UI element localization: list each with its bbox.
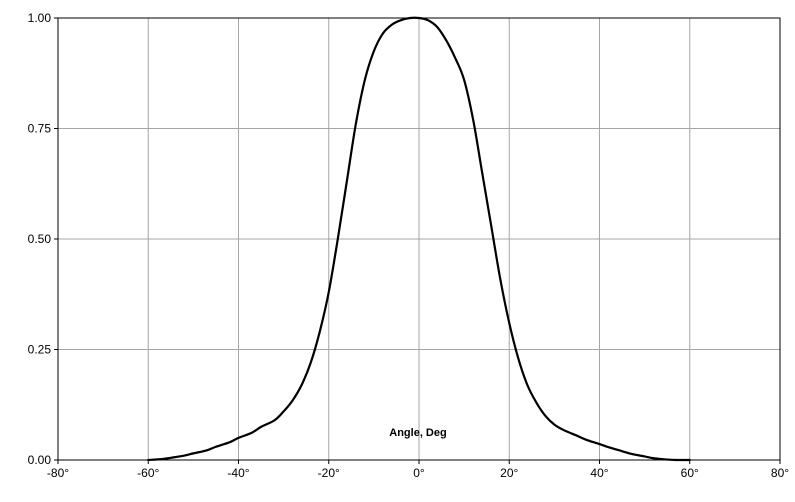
x-tick-label: -20°	[318, 466, 340, 480]
x-tick-label: 20°	[500, 466, 518, 480]
y-tick-label: 1.00	[28, 11, 52, 25]
x-tick-label: 80°	[771, 466, 789, 480]
y-tick-label: 0.75	[28, 122, 52, 136]
y-axis: 0.00 0.25 0.50 0.75 1.00	[28, 11, 58, 467]
grid-lines	[58, 18, 780, 460]
x-tick-label: 0°	[413, 466, 425, 480]
x-axis-label: Angle, Deg	[389, 427, 446, 439]
series-line	[147, 16, 691, 462]
x-axis: -80° -60° -40° -20° 0° 20° 40° 60° 80°	[47, 460, 789, 480]
x-tick-label: -60°	[137, 466, 159, 480]
y-tick-label: 0.25	[28, 343, 52, 357]
x-tick-label: -80°	[47, 466, 69, 480]
x-tick-label: -40°	[227, 466, 249, 480]
series-group	[147, 16, 691, 462]
x-tick-label: 60°	[681, 466, 699, 480]
y-tick-label: 0.00	[28, 453, 52, 467]
y-tick-label: 0.50	[28, 232, 52, 246]
x-tick-label: 40°	[590, 466, 608, 480]
